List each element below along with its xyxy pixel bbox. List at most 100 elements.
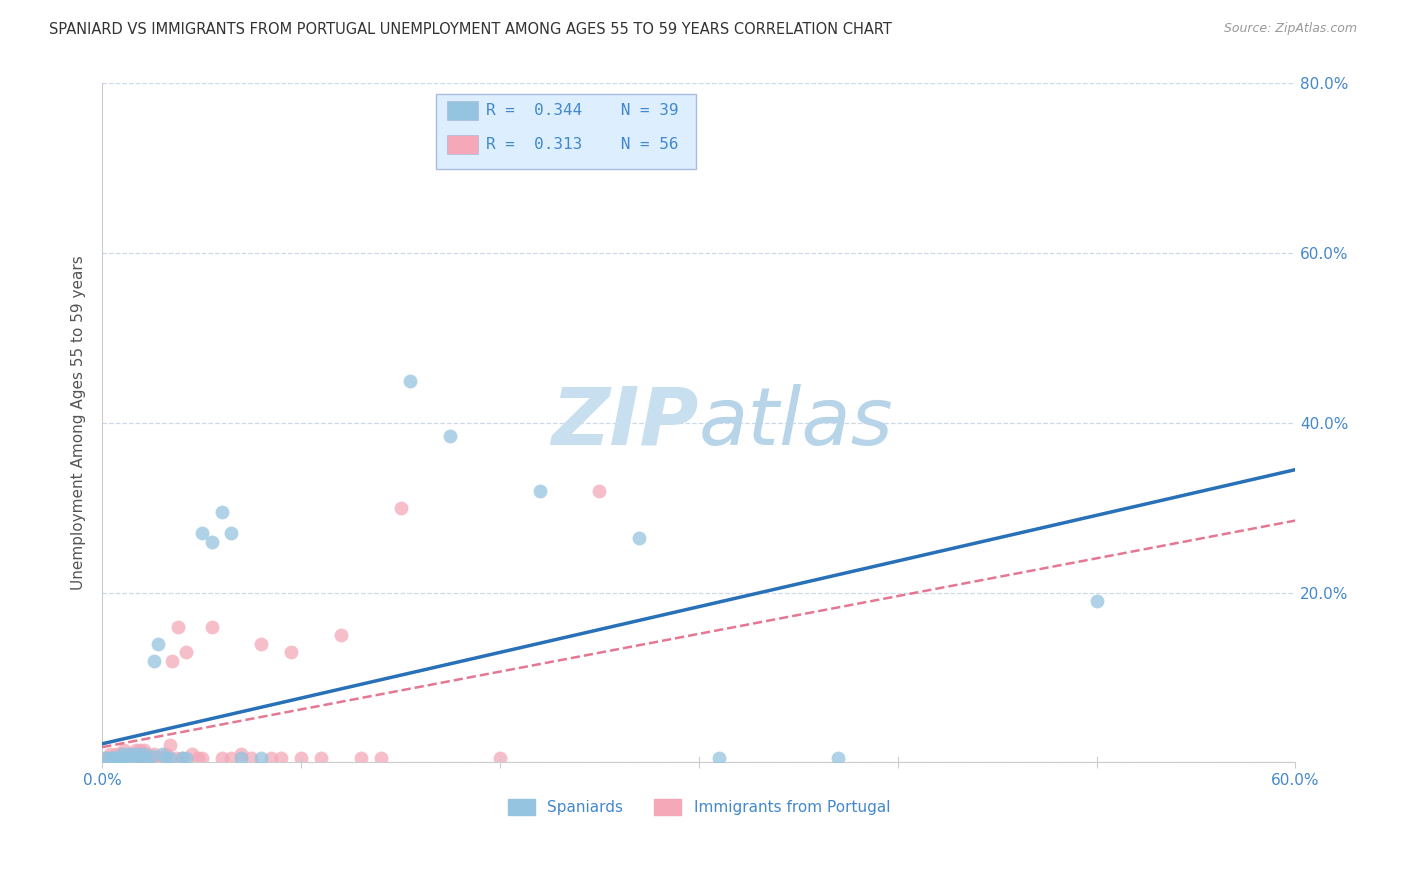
Point xyxy=(101,751,124,765)
Point xyxy=(108,747,131,761)
Point xyxy=(131,751,153,765)
Point xyxy=(96,751,118,765)
Point xyxy=(129,751,152,765)
Point xyxy=(118,747,141,761)
Point xyxy=(98,751,121,765)
Point xyxy=(174,645,197,659)
Point xyxy=(489,751,512,765)
Point xyxy=(174,751,197,765)
Y-axis label: Unemployment Among Ages 55 to 59 years: Unemployment Among Ages 55 to 59 years xyxy=(72,256,86,591)
Point xyxy=(187,751,209,765)
Point xyxy=(588,483,610,498)
Point xyxy=(250,637,273,651)
Point xyxy=(309,751,332,765)
Point xyxy=(97,751,120,765)
Point xyxy=(146,751,169,765)
Point xyxy=(117,751,139,765)
Point xyxy=(115,751,138,765)
Point xyxy=(136,751,159,765)
Point xyxy=(160,654,183,668)
Text: Source: ZipAtlas.com: Source: ZipAtlas.com xyxy=(1223,22,1357,36)
Point xyxy=(107,751,129,765)
Point xyxy=(101,751,124,765)
Point xyxy=(125,742,148,756)
Point xyxy=(155,751,177,765)
Point xyxy=(127,747,149,761)
Point xyxy=(159,739,181,753)
Point xyxy=(105,747,128,761)
Text: ZIP: ZIP xyxy=(551,384,699,462)
Legend: Spaniards, Immigrants from Portugal: Spaniards, Immigrants from Portugal xyxy=(501,791,897,822)
Point xyxy=(121,751,143,765)
Point xyxy=(135,751,157,765)
Point xyxy=(129,742,152,756)
Point xyxy=(142,654,165,668)
Point xyxy=(211,751,233,765)
Point xyxy=(155,747,177,761)
Point xyxy=(439,428,461,442)
Text: R =  0.344    N = 39: R = 0.344 N = 39 xyxy=(486,103,679,118)
Point xyxy=(707,751,730,765)
Point xyxy=(159,751,181,765)
Point xyxy=(260,751,283,765)
Point xyxy=(98,751,121,765)
Point xyxy=(142,747,165,761)
Point xyxy=(132,742,155,756)
Point xyxy=(122,747,145,761)
Point xyxy=(280,645,302,659)
Point xyxy=(211,505,233,519)
Point xyxy=(231,747,253,761)
Point xyxy=(117,747,139,761)
Point xyxy=(200,620,222,634)
Point xyxy=(111,751,134,765)
Point xyxy=(350,751,373,765)
Point xyxy=(112,742,135,756)
Point xyxy=(150,747,173,761)
Point xyxy=(121,751,143,765)
Point xyxy=(329,628,352,642)
Point xyxy=(827,751,849,765)
Point xyxy=(240,751,263,765)
Point xyxy=(221,751,243,765)
Point xyxy=(250,751,273,765)
Point xyxy=(221,526,243,541)
Point xyxy=(107,751,129,765)
Point xyxy=(93,751,115,765)
Point xyxy=(111,747,134,761)
Point xyxy=(111,747,134,761)
Point xyxy=(103,751,125,765)
Point xyxy=(146,637,169,651)
Point xyxy=(96,751,118,765)
Point xyxy=(141,748,163,763)
Point xyxy=(170,751,193,765)
Point xyxy=(628,531,651,545)
Point xyxy=(165,751,187,765)
Point xyxy=(389,500,412,515)
Text: SPANIARD VS IMMIGRANTS FROM PORTUGAL UNEMPLOYMENT AMONG AGES 55 TO 59 YEARS CORR: SPANIARD VS IMMIGRANTS FROM PORTUGAL UNE… xyxy=(49,22,891,37)
Point xyxy=(141,751,163,765)
Point xyxy=(1085,594,1108,608)
Point xyxy=(200,534,222,549)
Point xyxy=(180,747,202,761)
Text: atlas: atlas xyxy=(699,384,894,462)
Point xyxy=(103,751,125,765)
Point xyxy=(170,751,193,765)
Point xyxy=(290,751,312,765)
Point xyxy=(150,751,173,765)
Point xyxy=(108,751,131,765)
Point xyxy=(132,747,155,761)
Point xyxy=(98,747,121,761)
Text: R =  0.313    N = 56: R = 0.313 N = 56 xyxy=(486,137,679,152)
Point xyxy=(190,526,212,541)
Point xyxy=(115,751,138,765)
Point xyxy=(131,751,153,765)
Point xyxy=(105,751,128,765)
Point xyxy=(166,620,188,634)
Point xyxy=(122,747,145,761)
Point xyxy=(529,483,551,498)
Point xyxy=(370,751,392,765)
Point xyxy=(190,751,212,765)
Point xyxy=(231,751,253,765)
Point xyxy=(127,747,149,761)
Point xyxy=(111,751,134,765)
